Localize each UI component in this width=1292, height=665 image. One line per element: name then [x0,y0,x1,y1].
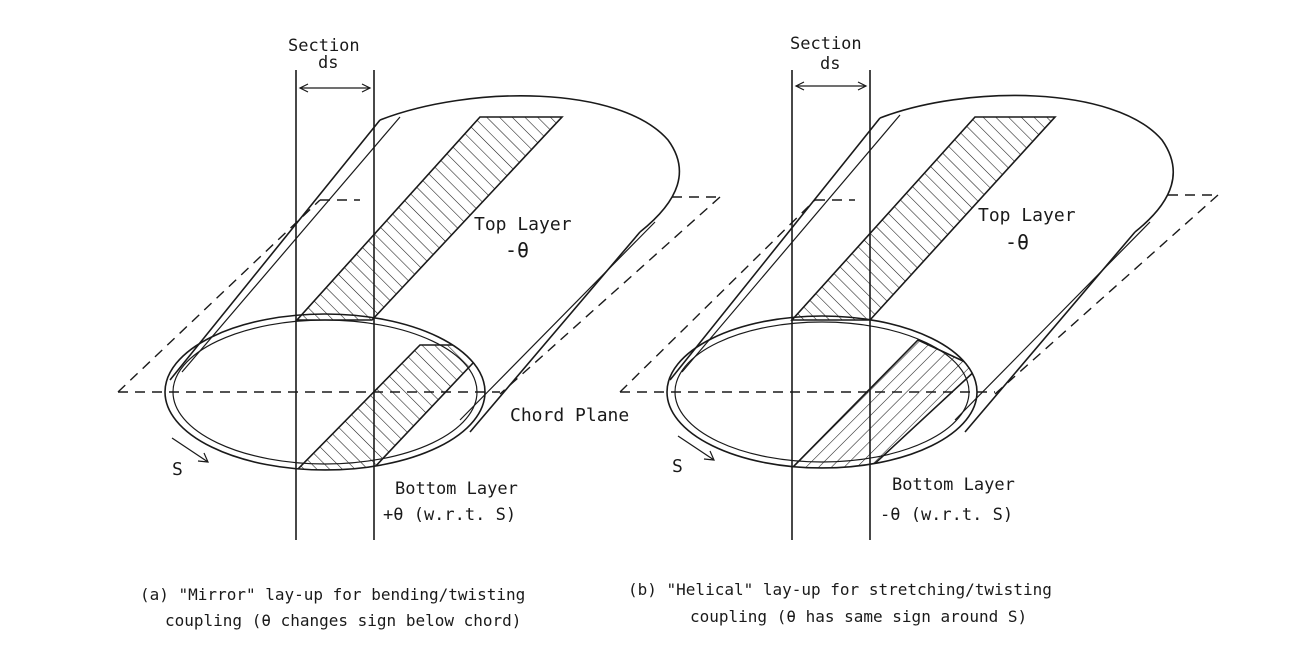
ds-dimension-right [794,81,868,91]
ds-label-left: ds [318,53,338,73]
s-label-right: S [672,456,683,477]
bottom-layer-label-right: Bottom Layer [892,475,1015,495]
s-direction-arrow-left [171,437,209,463]
section-label-right: Section [790,34,862,54]
top-layer-strip-right [790,116,1057,321]
top-layer-label-right: Top Layer [978,205,1076,226]
bottom-layer-strip-right [790,339,977,468]
chord-plane-label: Chord Plane [510,405,629,426]
caption-right-line2: coupling (θ has same sign around S) [690,607,1027,626]
caption-right-line1: (b) "Helical" lay-up for stretching/twis… [628,580,1052,599]
caption-left-line2: coupling (θ changes sign below chord) [165,611,521,630]
bottom-layer-label-left: Bottom Layer [395,479,518,499]
ds-label-right: ds [820,54,840,74]
mirror-layup-diagram [117,70,721,540]
chord-plane-left [117,196,721,395]
section-label-left: Section [288,36,360,56]
helical-layup-diagram [619,70,1219,540]
s-label-left: S [172,459,183,480]
top-layer-angle-right: -θ [1005,230,1029,254]
top-layer-label-left: Top Layer [474,214,572,235]
caption-left-line1: (a) "Mirror" lay-up for bending/twisting [140,585,525,604]
top-layer-angle-left: -θ [505,238,529,262]
top-layer-strip-left [295,116,564,321]
bottom-layer-strip-left [295,344,485,470]
ds-dimension-left [298,83,372,93]
bottom-layer-angle-left: +θ (w.r.t. S) [383,505,516,525]
bottom-layer-angle-right: -θ (w.r.t. S) [880,505,1013,525]
s-direction-arrow-right [677,435,715,461]
